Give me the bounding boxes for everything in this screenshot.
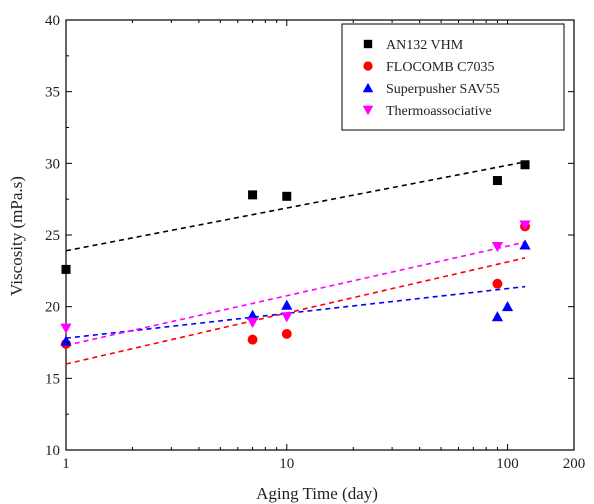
legend: AN132 VHM FLOCOMB C7035 Superpusher SAV55 T… [341,23,565,131]
x-tick-label: 200 [563,456,586,472]
legend-label: FLOCOMB C7035 [386,60,495,75]
data-point-an132-vhm [61,264,71,274]
y-tick-label: 15 [45,371,60,387]
data-point-superpusher-sav55 [501,301,514,312]
legend-label: Superpusher SAV55 [386,82,500,97]
legend-marker [362,82,374,93]
y-tick-label: 35 [45,85,60,101]
data-point-superpusher-sav55 [246,309,259,320]
data-point-flocomb-c7035 [247,334,258,345]
data-markers [60,160,531,349]
data-point-thermoassociative [60,323,72,334]
x-tick-label: 1 [62,456,70,472]
data-point-thermoassociative [281,312,293,323]
y-tick-label: 30 [45,156,60,172]
data-point-superpusher-sav55 [519,239,531,250]
y-tick-label: 40 [45,13,60,29]
data-point-superpusher-sav55 [281,299,293,310]
legend-marker [362,105,374,116]
x-tick-label: 100 [496,456,519,472]
data-point-an132-vhm [520,160,530,170]
data-point-thermoassociative [519,220,531,231]
x-axis: 1 10 100 200 [62,20,585,472]
legend-label: Thermoassociative [386,104,492,119]
fit-lines [65,161,526,365]
data-point-flocomb-c7035 [492,278,503,289]
data-point-superpusher-sav55 [491,311,504,322]
data-point-an132-vhm [248,190,258,200]
data-point-an132-vhm [282,191,292,201]
data-point-an132-vhm [492,176,502,186]
fit-line-an132-vhm [65,161,526,252]
x-axis-label: Aging Time (day) [256,484,378,503]
y-axis-label: Viscosity (mPa.s) [7,176,26,296]
legend-marker [363,39,373,49]
legend-marker [363,61,373,71]
y-tick-label: 25 [45,228,60,244]
data-point-superpusher-sav55 [60,335,72,346]
x-tick-label: 10 [279,456,294,472]
data-point-thermoassociative [491,241,504,253]
y-tick-label: 10 [45,443,60,459]
legend-box [341,23,565,131]
fit-line-thermoassociative [65,241,526,347]
y-axis: 10 15 20 25 30 35 40 [45,13,574,459]
data-point-thermoassociative [246,317,259,329]
legend-label: AN132 VHM [386,38,464,53]
fit-line-flocomb-c7035 [65,257,526,365]
y-tick-label: 20 [45,300,60,316]
fit-line-superpusher-sav55 [65,285,526,339]
data-point-flocomb-c7035 [281,328,292,339]
